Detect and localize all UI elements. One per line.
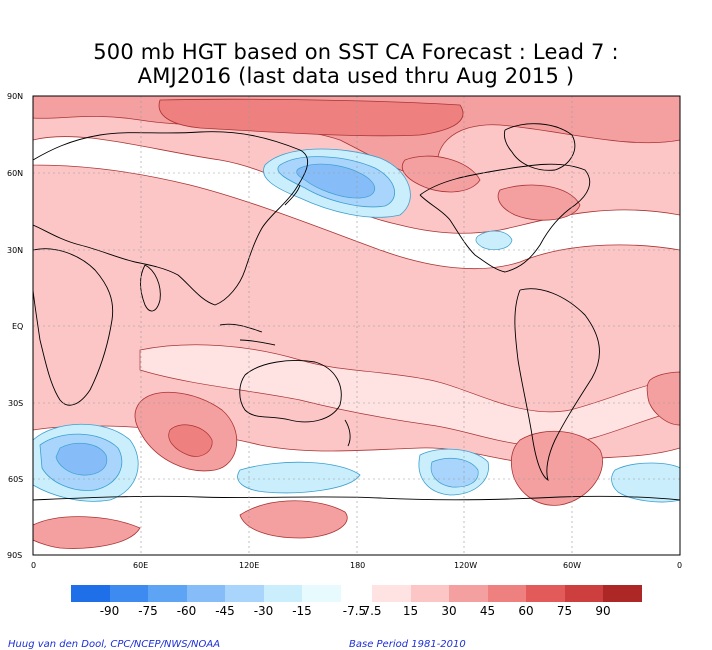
graticule <box>33 96 680 555</box>
legend-label: -60 <box>176 604 197 618</box>
y-tick-label: 30N <box>7 246 23 255</box>
legend-swatch <box>603 585 642 602</box>
legend-swatch <box>449 585 488 602</box>
legend-label: 45 <box>479 604 496 618</box>
map-field <box>33 96 680 555</box>
x-tick-label: 60E <box>133 561 148 570</box>
legend-swatch <box>263 585 303 602</box>
legend-label: 30 <box>441 604 457 618</box>
negative-patch-east-pacific <box>475 230 513 250</box>
negative-north-pacific-core <box>296 163 376 199</box>
legend-swatch <box>302 585 341 602</box>
legend-swatch <box>564 585 604 602</box>
legend-swatch <box>109 585 149 602</box>
positive-core-alaska <box>401 155 481 193</box>
coast-antarctica <box>33 495 680 501</box>
legend-swatch <box>410 585 450 602</box>
legend-label: 7.5 <box>362 604 382 618</box>
positive-core-atlantic <box>497 184 581 221</box>
x-tick-label: 120E <box>239 561 259 570</box>
legend-label: 90 <box>595 604 611 618</box>
negative-south-pacific-mid <box>430 457 479 488</box>
y-tick-label: 90S <box>7 551 22 560</box>
negative-south-indian-core <box>55 442 108 476</box>
positive-core-south-pacific <box>239 500 348 539</box>
x-axis: 0 60E 120E 180 120W 60W 0 <box>31 561 682 570</box>
y-tick-label: EQ <box>12 322 23 331</box>
neutral-patch-eq <box>139 344 680 447</box>
legend-swatch <box>372 585 411 602</box>
x-tick-label: 120W <box>454 561 477 570</box>
coast-greenland <box>503 123 576 171</box>
legend-label: 15 <box>402 604 419 618</box>
chart-title-line-2: AMJ2016 (last data used thru Aug 2015 ) <box>137 64 575 88</box>
legend-swatch <box>148 585 187 602</box>
coast-india <box>140 264 161 312</box>
legend-swatch <box>487 585 527 602</box>
positive-core-south-indian-inner <box>168 424 213 457</box>
legend-label: -90 <box>99 604 120 618</box>
y-tick-label: 60N <box>7 169 23 178</box>
coast-japan <box>284 184 301 206</box>
legend-swatch <box>526 585 565 602</box>
legend-swatch <box>71 585 110 602</box>
coastlines <box>33 123 680 501</box>
x-tick-label: 60W <box>563 561 581 570</box>
coast-south-america <box>514 288 600 482</box>
coast-new-zealand <box>344 419 351 447</box>
legend-label: -30 <box>253 604 274 618</box>
x-tick-label: 0 <box>677 561 682 570</box>
chart-title-line-1: 500 mb HGT based on SST CA Forecast : Le… <box>93 40 619 64</box>
legend-label: 75 <box>556 604 573 618</box>
positive-core-south-atlantic <box>646 371 680 426</box>
coast-north-america <box>419 163 591 273</box>
x-tick-label: 0 <box>31 561 36 570</box>
y-tick-label: 60S <box>8 475 23 484</box>
legend-label: -75 <box>138 604 158 618</box>
legend-label: -45 <box>215 604 235 618</box>
coast-europe-asia <box>33 131 309 306</box>
y-axis: 90N 60N 30N EQ 30S 60S 90S <box>7 92 23 560</box>
legend-label: 60 <box>518 604 534 618</box>
y-tick-label: 30S <box>8 399 23 408</box>
coast-africa <box>33 248 114 406</box>
y-tick-label: 90N <box>7 92 23 101</box>
legend-label: -7.5 <box>342 604 367 618</box>
negative-south-atlantic <box>611 462 680 503</box>
coast-australia <box>239 360 342 423</box>
legend-swatch <box>186 585 226 602</box>
positive-core-arctic-inner <box>158 98 464 137</box>
legend-swatch <box>225 585 264 602</box>
x-tick-label: 180 <box>350 561 365 570</box>
positive-core-south-america <box>510 430 603 506</box>
author-credit: Huug van den Dool, CPC/NCEP/NWS/NOAA <box>8 639 221 650</box>
coast-indonesia <box>219 323 276 346</box>
map-frame <box>32 95 681 556</box>
negative-southern-ocean <box>237 461 361 494</box>
legend-label: -15 <box>292 604 312 618</box>
positive-core-antarctic <box>33 516 141 549</box>
base-period-note: Base Period 1981-2010 <box>349 639 466 650</box>
